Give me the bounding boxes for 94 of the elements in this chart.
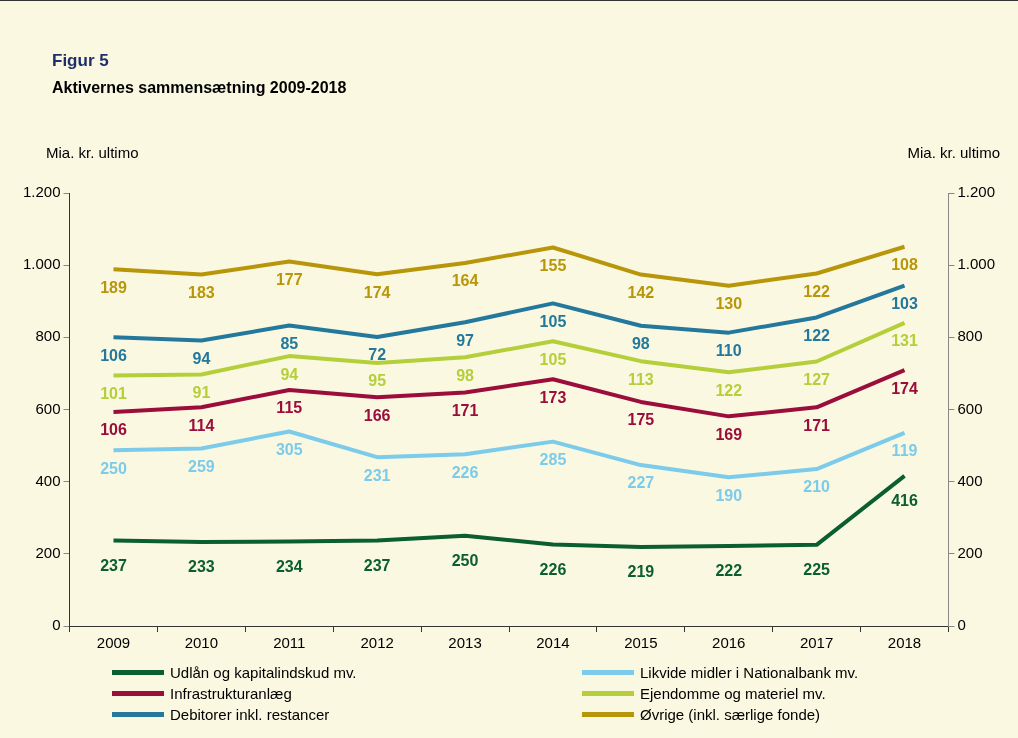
y-tick-label: 1.200: [22, 183, 61, 201]
annotation: 106: [100, 346, 127, 364]
chart-title: Figur 5: [52, 51, 109, 71]
annotation: 113: [627, 370, 654, 388]
annotation: 210: [803, 478, 831, 496]
annotation: 108: [891, 256, 918, 274]
y-tick-label: 600: [35, 399, 61, 417]
annotation: 105: [539, 350, 567, 368]
annotation: 183: [188, 283, 215, 301]
annotation: 98: [456, 366, 475, 384]
annotation: 103: [891, 295, 918, 313]
y2-tick-label: 0: [957, 616, 966, 634]
x-tick-label: 2011: [273, 634, 306, 652]
annotation: 155: [539, 256, 567, 274]
y2-tick-label: 800: [957, 327, 983, 345]
x-tick-label: 2018: [887, 634, 922, 652]
annotation: 131: [891, 332, 918, 350]
annotation: 177: [275, 270, 303, 288]
y-tick-label: 1.000: [22, 255, 61, 273]
data-label: 219: [627, 563, 655, 581]
y-axis-title: Mia. kr. ultimo: [46, 144, 139, 161]
y2-tick-label: 200: [957, 543, 983, 561]
data-label: 416: [891, 492, 918, 510]
legend-label: Likvide midler i Nationalbank mv.: [640, 664, 859, 681]
annotation: 171: [451, 401, 479, 419]
data-label: 225: [803, 561, 831, 579]
annotation: 106: [100, 421, 127, 439]
annotation: 101: [100, 384, 127, 402]
annotation: 189: [100, 278, 127, 296]
data-label: 233: [188, 558, 215, 576]
x-tick-label: 2017: [799, 634, 834, 652]
annotation: 226: [451, 463, 479, 481]
y-tick-label: 200: [35, 543, 61, 561]
legend-label: Infrastrukturanlæg: [170, 685, 292, 702]
x-tick-label: 2015: [624, 634, 658, 652]
annotation: 171: [803, 416, 831, 434]
annotation: 174: [363, 283, 391, 301]
annotation: 166: [363, 406, 391, 424]
y2-tick-label: 400: [957, 471, 983, 489]
annotation: 250: [100, 459, 127, 477]
annotation: 114: [188, 416, 215, 434]
x-tick-label: 2010: [184, 634, 219, 652]
annotation: 85: [280, 334, 299, 352]
y-tick-label: 800: [35, 327, 61, 345]
annotation: 231: [363, 466, 391, 484]
y-tick-label: 0: [52, 616, 61, 634]
y-tick-label: 400: [35, 471, 61, 489]
annotation: 122: [803, 326, 831, 344]
y2-tick-label: 600: [957, 399, 983, 417]
annotation: 259: [188, 457, 215, 475]
annotation: 97: [456, 331, 475, 349]
annotation: 119: [891, 442, 918, 460]
y2-axis-title: Mia. kr. ultimo: [907, 144, 1000, 161]
data-label: 226: [539, 560, 567, 578]
x-tick-label: 2016: [712, 634, 746, 652]
annotation: 94: [192, 349, 211, 367]
data-label: 222: [715, 562, 743, 580]
annotation: 173: [539, 388, 567, 406]
annotation: 122: [803, 282, 831, 300]
annotation: 127: [803, 370, 831, 388]
annotation: 95: [368, 372, 387, 390]
annotation: 94: [280, 365, 299, 383]
y2-tick-label: 1.000: [957, 255, 996, 273]
annotation: 105: [539, 312, 567, 330]
legend-label: Ejendomme og materiel mv.: [640, 685, 826, 702]
annotation: 174: [891, 379, 918, 397]
data-label: 250: [451, 552, 479, 570]
annotation: 305: [275, 440, 303, 458]
data-label: 237: [363, 556, 391, 574]
annotation: 142: [627, 283, 655, 301]
legend-label: Debitorer inkl. restancer: [170, 706, 330, 723]
annotation: 98: [631, 335, 650, 353]
annotation: 164: [451, 272, 479, 290]
annotation: 169: [715, 425, 743, 443]
annotation: 285: [539, 451, 567, 469]
data-label: 237: [100, 556, 127, 574]
annotation: 227: [627, 474, 655, 492]
annotation: 175: [627, 411, 655, 429]
legend-label: Udlån og kapitalindskud mv.: [170, 664, 357, 681]
annotation: 122: [715, 381, 743, 399]
legend-label: Øvrige (inkl. særlige fonde): [640, 706, 821, 723]
x-tick-label: 2009: [96, 634, 131, 652]
chart-subtitle: Aktivernes sammensætning 2009-2018: [52, 79, 347, 97]
annotation: 115: [276, 399, 303, 417]
annotation: 110: [715, 342, 742, 360]
data-label: 234: [275, 557, 303, 575]
annotation: 72: [368, 346, 387, 364]
y2-tick-label: 1.200: [957, 183, 996, 201]
annotation: 91: [192, 383, 211, 401]
x-tick-label: 2013: [448, 634, 482, 652]
x-tick-label: 2014: [536, 634, 570, 652]
annotation: 130: [715, 295, 743, 313]
annotation: 190: [715, 486, 743, 504]
x-tick-label: 2012: [360, 634, 394, 652]
